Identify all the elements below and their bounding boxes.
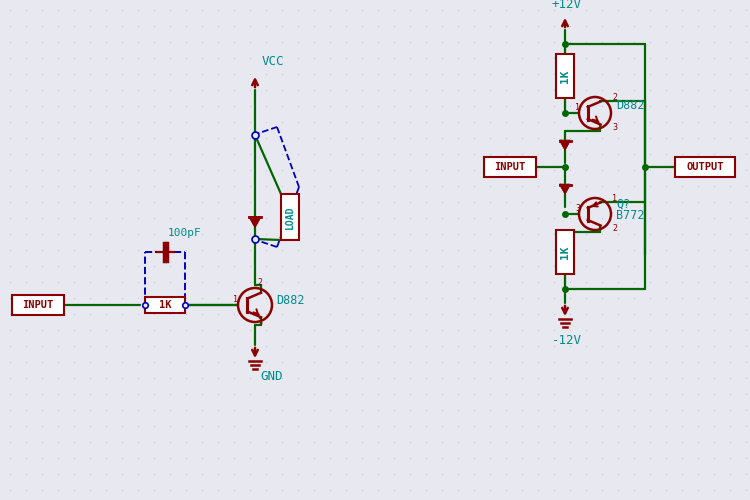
Text: 1: 1 (612, 194, 617, 203)
Text: 1: 1 (575, 103, 580, 112)
Text: INPUT: INPUT (494, 162, 526, 172)
Text: 3: 3 (575, 204, 580, 213)
FancyBboxPatch shape (12, 295, 64, 315)
Text: 1K: 1K (560, 245, 570, 259)
Text: 100pF: 100pF (168, 228, 202, 238)
Text: 2: 2 (612, 224, 617, 233)
Text: D882: D882 (276, 294, 304, 307)
FancyBboxPatch shape (281, 194, 299, 240)
Text: Q?: Q? (616, 198, 630, 211)
Text: 1K: 1K (159, 300, 171, 310)
Text: -12V: -12V (552, 334, 582, 347)
FancyBboxPatch shape (556, 230, 574, 274)
Text: LOAD: LOAD (285, 205, 295, 229)
Text: 2: 2 (612, 93, 617, 102)
Text: 2: 2 (257, 278, 262, 287)
Text: GND: GND (260, 370, 283, 383)
Text: 1K: 1K (560, 69, 570, 82)
FancyBboxPatch shape (145, 297, 185, 313)
FancyBboxPatch shape (556, 54, 574, 98)
Text: 3: 3 (612, 123, 617, 132)
Text: VCC: VCC (262, 55, 284, 68)
Text: +12V: +12V (552, 0, 582, 11)
FancyBboxPatch shape (484, 157, 536, 177)
Text: 3: 3 (257, 318, 262, 327)
Polygon shape (250, 217, 260, 227)
Text: INPUT: INPUT (22, 300, 54, 310)
FancyBboxPatch shape (675, 157, 735, 177)
Text: OUTPUT: OUTPUT (686, 162, 724, 172)
Text: D882: D882 (616, 99, 644, 112)
Polygon shape (560, 184, 570, 194)
Polygon shape (560, 140, 570, 149)
Text: 1: 1 (233, 295, 238, 304)
Text: B772: B772 (616, 209, 644, 222)
